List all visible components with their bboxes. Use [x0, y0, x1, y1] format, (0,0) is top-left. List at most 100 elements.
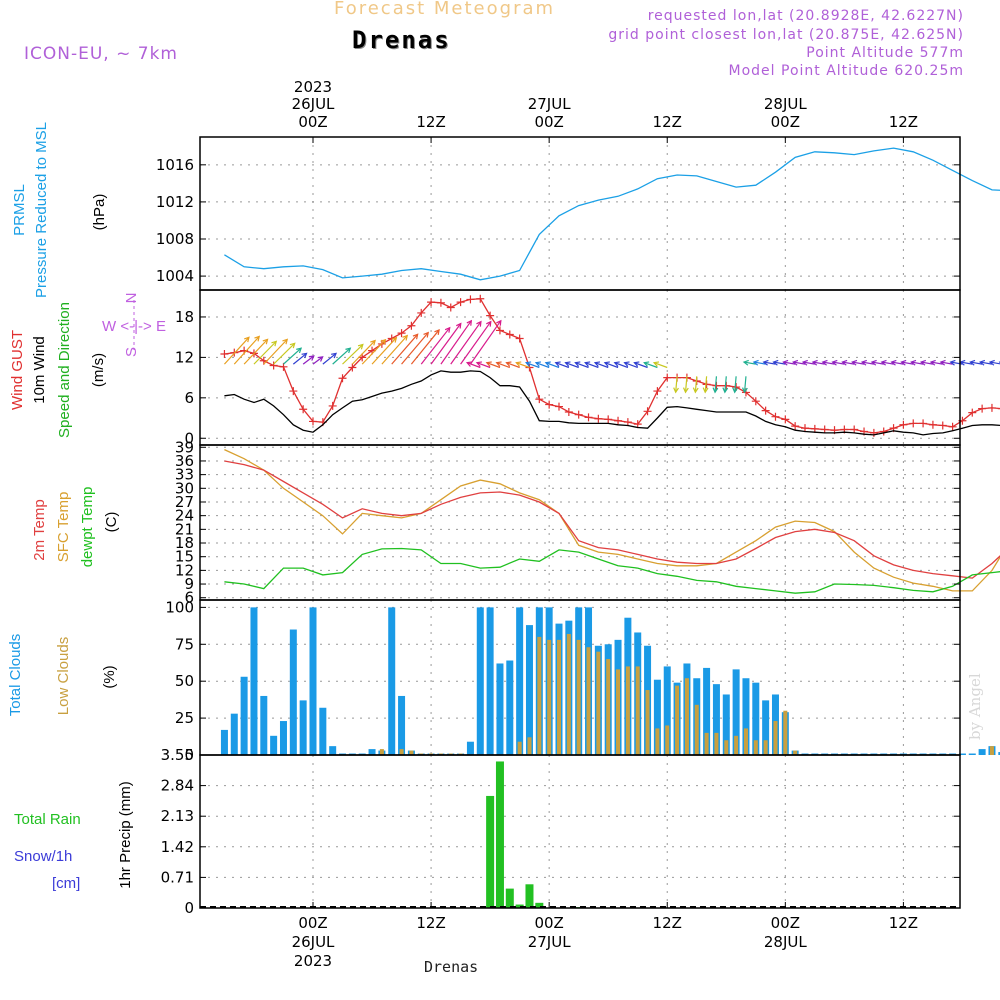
bottom-date-label: 28JUL	[764, 933, 807, 951]
wind-arrow-head	[423, 331, 430, 338]
gust-marker	[761, 406, 770, 415]
wind-arrow	[714, 376, 718, 393]
gust-marker	[997, 408, 1000, 410]
top-hour-label: 12Z	[416, 113, 445, 131]
wind-arrow-head	[485, 361, 492, 367]
wind-arrow	[653, 362, 668, 369]
low-cloud-bar	[763, 740, 768, 755]
wind-arrow	[940, 361, 953, 365]
wind-arrow-head	[495, 361, 502, 367]
wind-arrow-head	[402, 334, 409, 341]
y-tick-label: 75	[175, 635, 194, 653]
y-tick-label: 15	[175, 548, 194, 566]
wind-arrow	[724, 376, 727, 393]
gust-marker	[614, 416, 623, 425]
wind-arrow-head	[282, 338, 289, 345]
wind-arrow-head	[692, 387, 699, 394]
gust-marker	[456, 298, 465, 307]
wind-arrow-head	[732, 387, 738, 394]
gust-marker	[633, 420, 642, 429]
low-cloud-bar	[724, 740, 729, 755]
wind-arrow-head	[296, 347, 303, 354]
wind-arrow	[555, 362, 570, 369]
gust-marker	[436, 298, 445, 307]
wind-arrow-head	[712, 387, 719, 394]
top-hour-label: 12Z	[653, 113, 682, 131]
rain-legend: Total Rain	[14, 811, 81, 828]
wind-arrow	[734, 376, 737, 393]
wind-arrow-head	[331, 352, 338, 359]
sfc-temp-line	[224, 449, 1000, 592]
wind-arrow-head	[544, 361, 551, 367]
gust-marker	[417, 308, 426, 317]
gust-marker	[466, 295, 475, 304]
wind-arrow-head	[466, 319, 473, 326]
total-cloud-bar	[506, 660, 514, 755]
wind-arrow	[486, 362, 501, 369]
wind-arrow-head	[613, 361, 620, 367]
total-cloud-bar	[299, 700, 307, 755]
y-tick-label: 1004	[156, 267, 194, 285]
total-cloud-bar	[712, 684, 720, 755]
total-cloud-bar	[496, 663, 504, 755]
y-tick-label: 24	[175, 507, 194, 525]
wind-arrow	[381, 335, 408, 365]
total-cloud-bar	[732, 669, 740, 755]
wind-arrow	[420, 327, 451, 365]
wind-arrow	[565, 362, 579, 369]
gust-marker	[879, 427, 888, 436]
wind-arrow	[233, 336, 260, 365]
wind-arrow	[223, 336, 250, 365]
wind-arrow	[535, 362, 550, 369]
point-altitude: Point Altitude 577m	[806, 45, 964, 61]
total-cloud-bar	[398, 695, 406, 755]
sfc-temp-label: SFC Temp	[55, 492, 72, 563]
bottom-hour-label: 12Z	[653, 914, 682, 932]
top-date-label: 27JUL	[528, 95, 571, 113]
wind-arrow	[430, 323, 462, 365]
total-cloud-bar	[486, 607, 494, 755]
gust-marker	[781, 415, 790, 424]
wind-arrow-head	[476, 320, 482, 327]
wind-arrow	[920, 361, 934, 365]
y-tick-label: 100	[165, 598, 194, 616]
panel-frame	[199, 136, 961, 291]
wind-arrow-head	[456, 322, 462, 329]
wind-arrow	[743, 361, 756, 365]
low-cloud-bar	[596, 651, 601, 755]
temp2m-label: 2m Temp	[31, 499, 48, 560]
pressure-label-short: PRMSL	[11, 184, 28, 236]
wind-arrow	[871, 361, 884, 365]
wind-arrow	[545, 362, 560, 369]
bottom-hour-label: 00Z	[298, 914, 327, 932]
total-cloud-bar	[466, 741, 474, 755]
low-cloud-bar	[793, 750, 798, 755]
low-cloud-bar	[576, 639, 581, 755]
snow-unit-legend: [cm]	[52, 875, 80, 892]
total-cloud-bar	[525, 625, 533, 755]
y-tick-label: 3.55	[161, 746, 194, 764]
wind-arrow-head	[722, 387, 729, 394]
wind-arrow	[930, 361, 943, 365]
wind-arrow-head	[603, 361, 610, 367]
low-cloud-bar	[684, 678, 689, 755]
snow-legend: Snow/1h	[14, 848, 72, 865]
gust-marker	[269, 361, 278, 370]
y-tick-label: 18	[175, 534, 194, 552]
gust-marker	[220, 350, 229, 359]
low-cloud-bar	[694, 704, 699, 755]
grid-point: grid point closest lon,lat (20.875E, 42.…	[608, 27, 964, 43]
wind-arrow	[391, 333, 419, 365]
wind-arrow-head	[880, 359, 887, 366]
wind-arrow-head	[673, 387, 679, 394]
wind-arrow	[970, 361, 983, 365]
gust-marker	[476, 294, 485, 303]
wind-arrow-head	[475, 361, 482, 367]
wind-arrow-head	[801, 359, 808, 366]
low-cloud-bar	[989, 746, 994, 755]
wind-arrow-head	[593, 361, 601, 367]
wind-arrow-head	[752, 359, 759, 366]
low-cloud-bar	[655, 728, 660, 755]
wind-arrow-head	[831, 359, 838, 366]
